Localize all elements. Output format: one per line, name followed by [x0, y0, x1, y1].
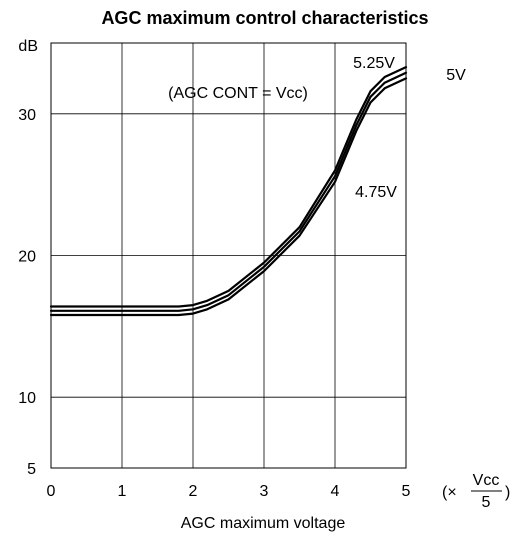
x-tick-label: 0	[47, 483, 56, 500]
annotation-agc-cont: (AGC CONT = Vcc)	[168, 85, 308, 102]
x-tick-label: 2	[189, 483, 198, 500]
y-tick-label: 20	[18, 249, 36, 266]
y-tick-label: 10	[18, 390, 36, 407]
y-tick-labels: 5 10 20 30	[18, 107, 36, 478]
y-tick-label: 5	[27, 461, 36, 478]
x-tick-label: 5	[402, 483, 411, 500]
series-line-5v	[49, 71, 408, 312]
x-tick-label: 3	[260, 483, 269, 500]
x-tick-label: 4	[331, 483, 340, 500]
y-axis-unit: dB	[18, 38, 38, 55]
x-tick-label: 1	[118, 483, 127, 500]
plot-frame	[50, 42, 407, 469]
x-unit-prefix: (×	[442, 484, 457, 501]
series-label-5v: 5V	[446, 67, 466, 84]
series-line-4.75v	[49, 77, 408, 317]
series-label-5.25v: 5.25V	[353, 55, 395, 72]
gridlines	[51, 43, 406, 468]
x-unit-numerator: Vcc	[473, 472, 500, 489]
chart-title: AGC maximum control characteristics	[101, 8, 428, 28]
x-axis-label: AGC maximum voltage	[181, 515, 346, 532]
x-tick-labels: 0 1 2 3 4 5	[47, 483, 411, 500]
series-label-4.75v: 4.75V	[355, 184, 397, 201]
y-tick-label: 30	[18, 107, 36, 124]
series-line-5.25v	[49, 66, 408, 308]
series-curves	[49, 66, 408, 317]
x-unit-suffix: )	[505, 484, 510, 501]
x-unit-denominator: 5	[482, 494, 491, 511]
